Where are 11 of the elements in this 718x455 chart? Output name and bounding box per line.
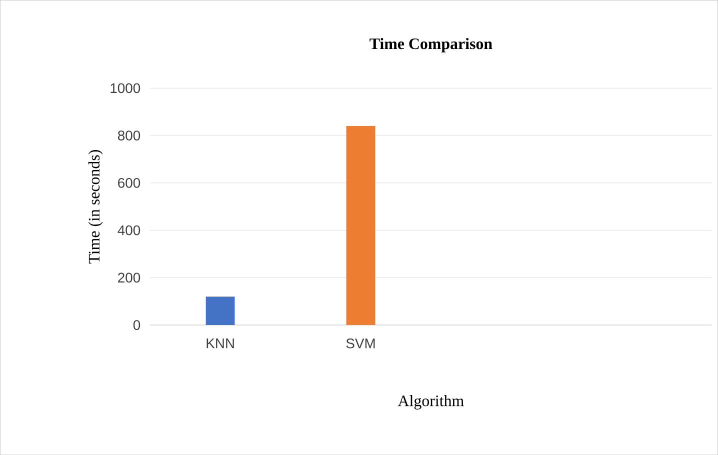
chart-title: Time Comparison: [370, 38, 492, 52]
y-tick-label: 0: [133, 320, 140, 330]
y-tick-label: 600: [118, 178, 140, 188]
y-tick-label: 400: [118, 225, 140, 236]
y-tick-label: 800: [118, 130, 140, 140]
x-tick-label: SVM: [346, 338, 375, 348]
y-tick-label: 1000: [110, 83, 140, 94]
y-axis-title: Time (in seconds): [88, 150, 103, 264]
x-axis-title: Algorithm: [398, 394, 464, 410]
x-tick-label: KNN: [206, 338, 234, 348]
y-tick-label: 200: [118, 272, 140, 283]
